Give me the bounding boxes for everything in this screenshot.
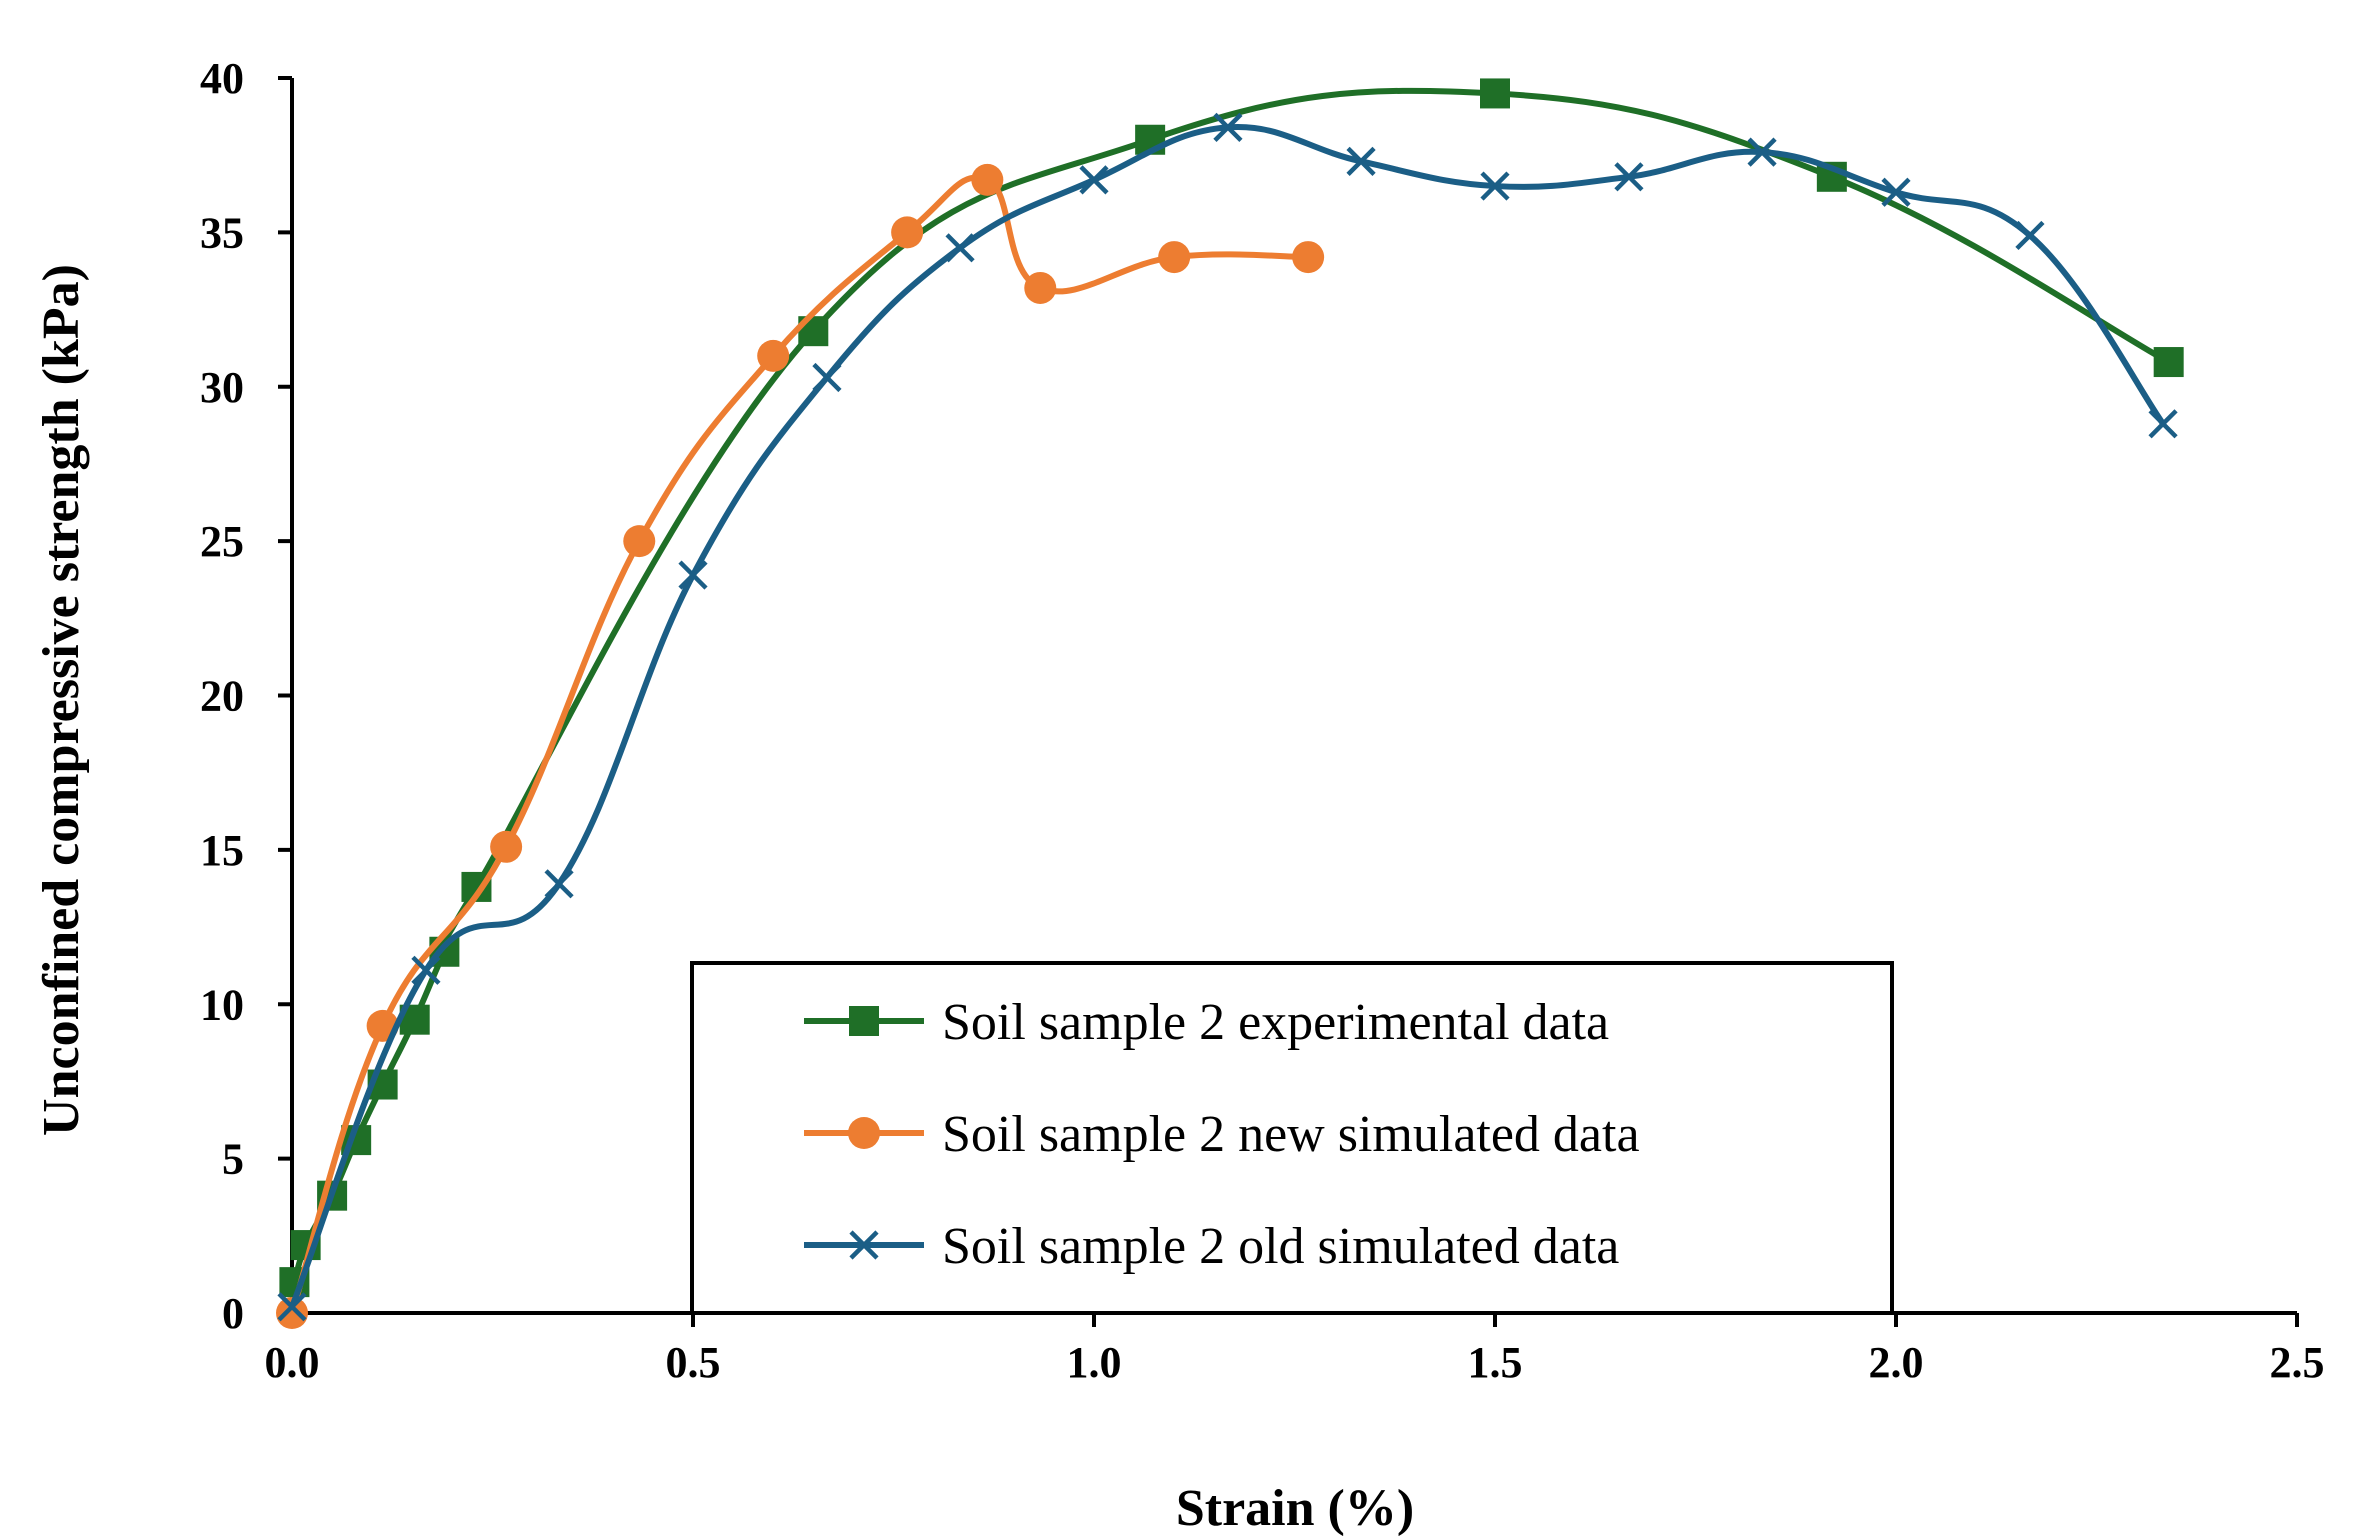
data-point <box>544 869 574 899</box>
data-point <box>1480 171 1510 201</box>
series-2 <box>276 163 1325 1329</box>
x-tick-label: 1.0 <box>1067 1338 1122 1387</box>
x-tick-label: 0.5 <box>666 1338 721 1387</box>
y-tick-label: 10 <box>200 980 244 1029</box>
x-axis-title: Strain (%) <box>1176 1480 1414 1536</box>
data-point <box>891 216 924 249</box>
data-point <box>1346 146 1376 176</box>
data-point <box>757 339 790 372</box>
series-3 <box>277 112 2178 1322</box>
series-line <box>289 124 2167 1310</box>
y-tick-label: 25 <box>200 517 244 566</box>
x-marker-stroke <box>812 362 842 393</box>
legend-marker <box>849 1006 879 1036</box>
legend-item: Soil sample 2 experimental data <box>804 994 1609 1051</box>
data-point <box>1747 137 1777 167</box>
x-marker-stroke <box>678 560 708 590</box>
series-layer <box>276 78 2184 1329</box>
x-tick-label: 0.0 <box>265 1338 320 1387</box>
x-marker-stroke <box>1079 165 1109 195</box>
x-marker-stroke <box>2015 220 2045 251</box>
data-point <box>1213 112 1243 142</box>
x-marker-stroke <box>849 1230 879 1260</box>
x-marker-stroke <box>1881 177 1911 207</box>
legend-item: Soil sample 2 old simulated data <box>804 1218 1619 1275</box>
x-marker-stroke <box>544 869 574 899</box>
x-marker-stroke <box>1480 171 1510 201</box>
y-tick-label: 20 <box>200 672 244 721</box>
x-marker-stroke <box>411 955 441 985</box>
data-point <box>1614 162 1644 192</box>
data-point <box>971 163 1004 196</box>
data-point <box>1292 241 1325 274</box>
legend: Soil sample 2 experimental data Soil samp… <box>690 961 1894 1315</box>
data-point <box>1881 177 1911 207</box>
x-tick-label: 1.5 <box>1468 1338 1523 1387</box>
x-marker-stroke <box>2148 409 2178 439</box>
data-point <box>2148 409 2178 439</box>
data-point <box>1480 78 1510 109</box>
y-tick-label: 0 <box>222 1289 244 1338</box>
data-point <box>1024 271 1057 304</box>
y-tick-label: 15 <box>200 826 244 875</box>
legend-label: Soil sample 2 new simulated data <box>942 1106 1640 1163</box>
data-point <box>411 955 441 985</box>
y-tick-label: 5 <box>222 1135 244 1184</box>
x-marker-stroke <box>1213 112 1243 142</box>
x-tick-label: 2.0 <box>1869 1338 1924 1387</box>
x-tick-label: 2.5 <box>2270 1338 2325 1387</box>
x-marker-stroke <box>945 233 975 263</box>
data-point <box>276 1297 308 1329</box>
legend-item: Soil sample 2 new simulated data <box>804 1106 1640 1163</box>
data-point <box>812 362 842 393</box>
data-point <box>2153 347 2184 378</box>
y-tick-label: 40 <box>200 54 244 103</box>
legend-label: Soil sample 2 experimental data <box>942 994 1609 1051</box>
legend-marker <box>848 1117 880 1149</box>
data-point <box>1079 165 1109 195</box>
data-point <box>2015 220 2045 251</box>
legend-marker <box>849 1230 879 1260</box>
data-point <box>1158 241 1191 274</box>
x-marker-stroke <box>1346 146 1376 176</box>
legend-label: Soil sample 2 old simulated data <box>942 1218 1619 1275</box>
data-point <box>623 525 656 558</box>
axes: 0.0 0.5 1.0 1.5 2.0 2.5 0 5 10 15 20 25 30 35 40 <box>200 54 2325 1387</box>
data-point <box>277 1292 307 1322</box>
y-tick-label: 30 <box>200 363 244 412</box>
data-point <box>490 830 523 863</box>
y-axis-title: Unconfined compressive strength (kPa) <box>33 264 90 1136</box>
data-point <box>945 233 975 263</box>
y-tick-label: 35 <box>200 208 244 257</box>
x-marker-stroke <box>1747 137 1777 167</box>
x-marker-stroke <box>1614 162 1644 192</box>
data-point <box>678 560 708 590</box>
x-marker-stroke <box>277 1292 307 1322</box>
